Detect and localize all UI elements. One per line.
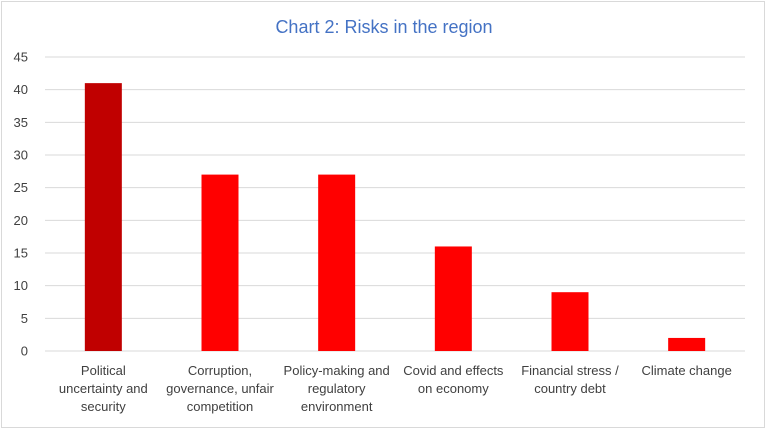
bar-4 [434,246,472,351]
bar-3 [318,174,356,351]
y-tick-label: 10 [14,278,28,293]
gridlines [45,56,745,352]
y-tick-label: 15 [14,246,28,261]
x-category-label: Covid and effects on economy [403,363,504,396]
y-tick-label: 40 [14,82,28,97]
y-tick-label: 30 [14,148,28,163]
chart-title: Chart 2: Risks in the region [275,17,492,37]
x-category-label: Political uncertainty and security [59,363,148,414]
y-tick-label: 35 [14,115,28,130]
x-axis-labels: Political uncertainty and security Corrupti… [59,363,732,414]
x-category-label: Financial stress / country debt [521,363,619,396]
x-category-label: Corruption, governance, unfair competition [166,363,274,414]
y-tick-label: 20 [14,213,28,228]
bars [84,83,706,351]
y-axis-ticks: 0 5 10 15 20 25 30 35 40 45 [14,50,28,359]
y-tick-label: 45 [14,50,28,65]
x-category-label: Policy-making and regulatory environment [284,363,390,414]
y-tick-label: 25 [14,180,28,195]
y-tick-label: 0 [21,344,28,359]
x-category-label: Climate change [642,363,732,378]
bar-5 [551,292,589,351]
bar-6 [668,337,706,351]
bar-1 [84,83,122,351]
y-tick-label: 5 [21,311,28,326]
bar-2 [201,174,239,351]
